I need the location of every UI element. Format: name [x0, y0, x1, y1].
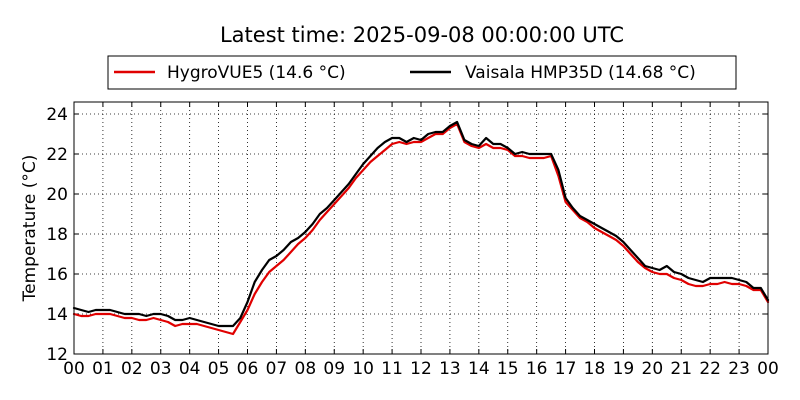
x-tick-label: 17 [555, 359, 577, 379]
axis-ticks: 00 01 02 03 04 05 06 07 08 09 10 11 12 13 14 15 16 17 18 19… [46, 102, 779, 379]
x-tick-label: 23 [728, 359, 750, 379]
y-tick-label: 12 [46, 345, 68, 365]
y-tick-label: 14 [46, 305, 68, 325]
x-tick-label: 09 [323, 359, 345, 379]
x-tick-label: 07 [266, 359, 288, 379]
y-tick-label: 20 [46, 185, 68, 205]
x-tick-label: 13 [439, 359, 461, 379]
x-tick-label: 00 [757, 359, 779, 379]
x-tick-label: 04 [179, 359, 201, 379]
y-tick-label: 22 [46, 145, 68, 165]
x-tick-label: 11 [381, 359, 403, 379]
y-axis-label: Temperature (°C) [20, 155, 40, 303]
x-tick-label: 08 [295, 359, 317, 379]
y-tick-label: 18 [46, 225, 68, 245]
x-tick-label: 05 [208, 359, 230, 379]
x-tick-label: 16 [526, 359, 548, 379]
legend: HygroVUE5 (14.6 °C) Vaisala HMP35D (14.6… [107, 55, 737, 90]
x-tick-label: 19 [613, 359, 635, 379]
x-tick-label: 12 [410, 359, 432, 379]
x-tick-label: 00 [63, 359, 85, 379]
y-tick-label: 24 [46, 105, 68, 125]
x-tick-label: 20 [642, 359, 664, 379]
x-tick-label: 21 [670, 359, 692, 379]
series-line-vaisala [72, 120, 770, 328]
series-line-hygrovue [72, 122, 770, 336]
legend-label-hygrovue: HygroVUE5 (14.6 °C) [167, 63, 346, 83]
x-tick-label: 14 [468, 359, 490, 379]
x-tick-label: 06 [237, 359, 259, 379]
x-tick-label: 15 [497, 359, 519, 379]
x-tick-label: 02 [121, 359, 143, 379]
x-tick-label: 03 [150, 359, 172, 379]
y-tick-label: 16 [46, 265, 68, 285]
series-layer [72, 120, 770, 336]
legend-label-vaisala: Vaisala HMP35D (14.68 °C) [465, 63, 696, 83]
plot-frame [73, 101, 769, 355]
x-tick-label: 01 [92, 359, 114, 379]
x-tick-label: 18 [584, 359, 606, 379]
x-tick-label: 22 [699, 359, 721, 379]
chart-title: Latest time: 2025-09-08 00:00:00 UTC [220, 23, 624, 47]
x-tick-label: 10 [352, 359, 374, 379]
